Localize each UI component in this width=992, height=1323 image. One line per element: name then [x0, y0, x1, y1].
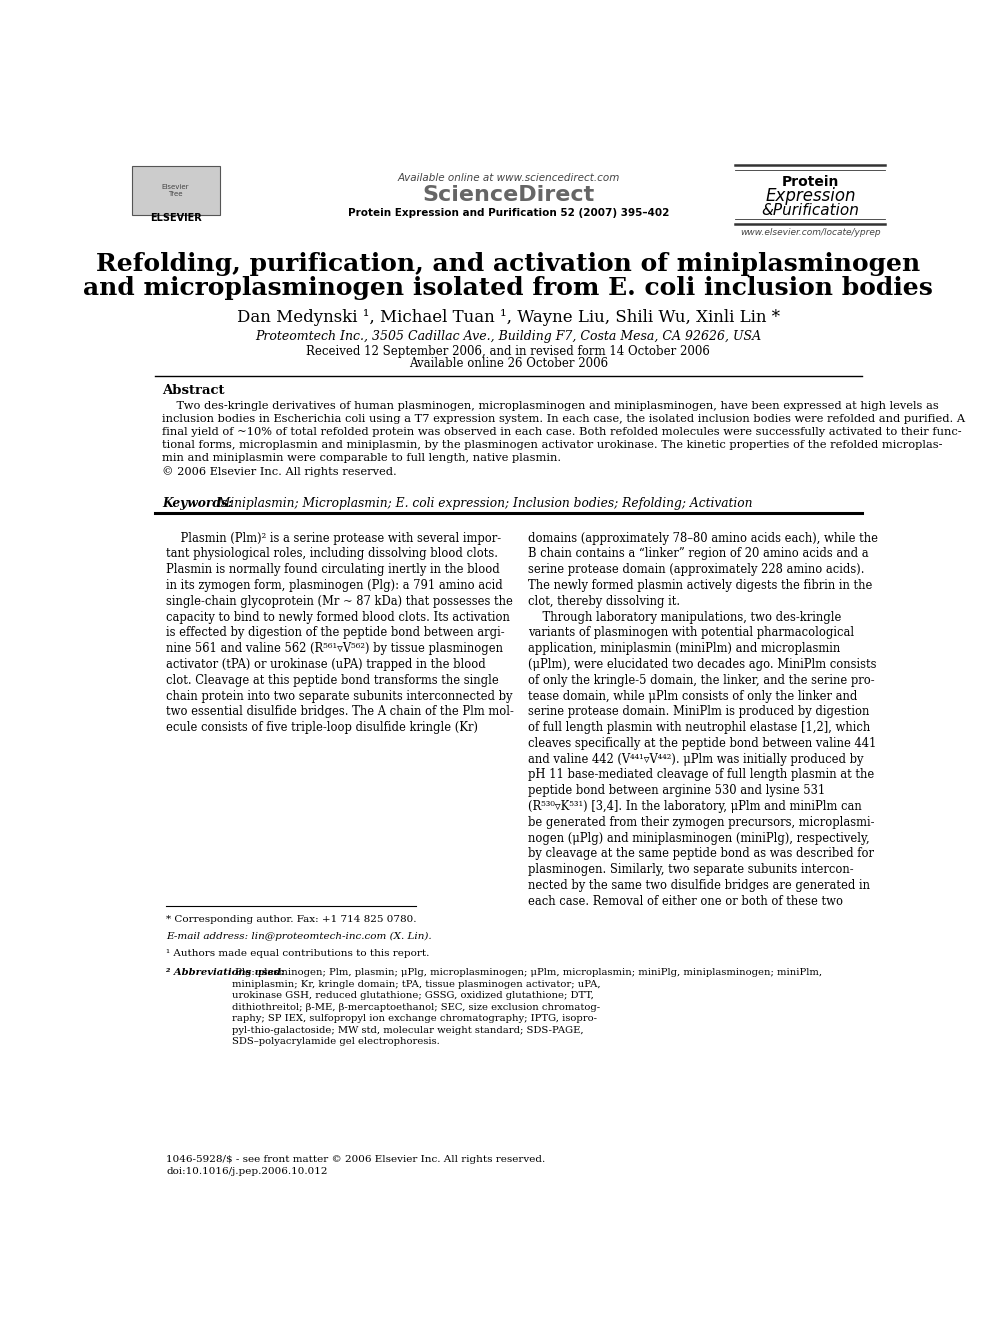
Text: variants of plasminogen with potential pharmacological: variants of plasminogen with potential p… — [528, 626, 854, 639]
Text: E-mail address: lin@proteomtech-inc.com (X. Lin).: E-mail address: lin@proteomtech-inc.com … — [167, 931, 432, 941]
Text: Miniplasmin; Microplasmin; E. coli expression; Inclusion bodies; Refolding; Acti: Miniplasmin; Microplasmin; E. coli expre… — [210, 497, 753, 509]
Text: doi:10.1016/j.pep.2006.10.012: doi:10.1016/j.pep.2006.10.012 — [167, 1167, 327, 1176]
Text: serine protease domain. MiniPlm is produced by digestion: serine protease domain. MiniPlm is produ… — [528, 705, 869, 718]
Text: is effected by digestion of the peptide bond between argi-: is effected by digestion of the peptide … — [167, 626, 505, 639]
Text: tease domain, while μPlm consists of only the linker and: tease domain, while μPlm consists of onl… — [528, 689, 857, 703]
Text: ELSEVIER: ELSEVIER — [150, 213, 201, 222]
Text: tant physiological roles, including dissolving blood clots.: tant physiological roles, including diss… — [167, 548, 498, 561]
Text: www.elsevier.com/locate/yprep: www.elsevier.com/locate/yprep — [740, 228, 881, 237]
Text: Dan Medynski ¹, Michael Tuan ¹, Wayne Liu, Shili Wu, Xinli Lin *: Dan Medynski ¹, Michael Tuan ¹, Wayne Li… — [237, 310, 780, 327]
Text: Protein Expression and Purification 52 (2007) 395–402: Protein Expression and Purification 52 (… — [348, 208, 669, 218]
Text: Available online 26 October 2006: Available online 26 October 2006 — [409, 357, 608, 370]
Text: nine 561 and valine 562 (R⁵⁶¹▿V⁵⁶²) by tissue plasminogen: nine 561 and valine 562 (R⁵⁶¹▿V⁵⁶²) by t… — [167, 642, 503, 655]
Text: Plasmin is normally found circulating inertly in the blood: Plasmin is normally found circulating in… — [167, 564, 500, 577]
Text: clot, thereby dissolving it.: clot, thereby dissolving it. — [528, 595, 680, 607]
Text: single-chain glycoprotein (Mr ~ 87 kDa) that possesses the: single-chain glycoprotein (Mr ~ 87 kDa) … — [167, 595, 513, 607]
Text: application, miniplasmin (miniPlm) and microplasmin: application, miniplasmin (miniPlm) and m… — [528, 642, 840, 655]
Text: clot. Cleavage at this peptide bond transforms the single: clot. Cleavage at this peptide bond tran… — [167, 673, 499, 687]
Text: &Purification: &Purification — [762, 204, 859, 218]
Text: Plg: plasminogen; Plm, plasmin; μPlg, microplasminogen; μPlm, microplasmin; mini: Plg: plasminogen; Plm, plasmin; μPlg, mi… — [231, 968, 821, 1046]
Text: B chain contains a “linker” region of 20 amino acids and a: B chain contains a “linker” region of 20… — [528, 548, 868, 561]
Text: plasminogen. Similarly, two separate subunits intercon-: plasminogen. Similarly, two separate sub… — [528, 863, 853, 876]
Text: of full length plasmin with neutrophil elastase [1,2], which: of full length plasmin with neutrophil e… — [528, 721, 870, 734]
Text: serine protease domain (approximately 228 amino acids).: serine protease domain (approximately 22… — [528, 564, 864, 577]
Text: nogen (μPlg) and miniplasminogen (miniPlg), respectively,: nogen (μPlg) and miniplasminogen (miniPl… — [528, 832, 869, 844]
Text: ¹ Authors made equal contributions to this report.: ¹ Authors made equal contributions to th… — [167, 950, 430, 958]
Text: cleaves specifically at the peptide bond between valine 441: cleaves specifically at the peptide bond… — [528, 737, 876, 750]
Text: Abstract: Abstract — [163, 384, 225, 397]
Text: of only the kringle-5 domain, the linker, and the serine pro-: of only the kringle-5 domain, the linker… — [528, 673, 874, 687]
Text: be generated from their zymogen precursors, microplasmi-: be generated from their zymogen precurso… — [528, 816, 874, 828]
Text: each case. Removal of either one or both of these two: each case. Removal of either one or both… — [528, 894, 842, 908]
Text: two essential disulfide bridges. The A chain of the Plm mol-: two essential disulfide bridges. The A c… — [167, 705, 514, 718]
Bar — [132, 165, 220, 214]
Text: domains (approximately 78–80 amino acids each), while the: domains (approximately 78–80 amino acids… — [528, 532, 878, 545]
Text: Available online at www.sciencedirect.com: Available online at www.sciencedirect.co… — [397, 173, 620, 183]
Text: Through laboratory manipulations, two des-kringle: Through laboratory manipulations, two de… — [528, 610, 841, 623]
Text: ScienceDirect: ScienceDirect — [423, 185, 594, 205]
Text: and microplasminogen isolated from E. coli inclusion bodies: and microplasminogen isolated from E. co… — [83, 277, 933, 300]
Text: Keywords:: Keywords: — [163, 497, 233, 509]
Text: pH 11 base-mediated cleavage of full length plasmin at the: pH 11 base-mediated cleavage of full len… — [528, 769, 874, 782]
Text: in its zymogen form, plasminogen (Plg): a 791 amino acid: in its zymogen form, plasminogen (Plg): … — [167, 579, 503, 591]
Text: and valine 442 (V⁴⁴¹▿V⁴⁴²). μPlm was initially produced by: and valine 442 (V⁴⁴¹▿V⁴⁴²). μPlm was ini… — [528, 753, 863, 766]
Text: Two des-kringle derivatives of human plasminogen, microplasminogen and miniplasm: Two des-kringle derivatives of human pla… — [163, 401, 965, 478]
Text: Refolding, purification, and activation of miniplasminogen: Refolding, purification, and activation … — [96, 251, 921, 275]
Text: (R⁵³⁰▿K⁵³¹) [3,4]. In the laboratory, μPlm and miniPlm can: (R⁵³⁰▿K⁵³¹) [3,4]. In the laboratory, μP… — [528, 800, 861, 814]
Text: Proteomtech Inc., 3505 Cadillac Ave., Building F7, Costa Mesa, CA 92626, USA: Proteomtech Inc., 3505 Cadillac Ave., Bu… — [255, 329, 762, 343]
Text: 1046-5928/$ - see front matter © 2006 Elsevier Inc. All rights reserved.: 1046-5928/$ - see front matter © 2006 El… — [167, 1155, 546, 1164]
Text: ecule consists of five triple-loop disulfide kringle (Kr): ecule consists of five triple-loop disul… — [167, 721, 478, 734]
Text: chain protein into two separate subunits interconnected by: chain protein into two separate subunits… — [167, 689, 513, 703]
Text: capacity to bind to newly formed blood clots. Its activation: capacity to bind to newly formed blood c… — [167, 610, 510, 623]
Text: nected by the same two disulfide bridges are generated in: nected by the same two disulfide bridges… — [528, 878, 870, 892]
Text: Protein: Protein — [782, 175, 839, 189]
Text: The newly formed plasmin actively digests the fibrin in the: The newly formed plasmin actively digest… — [528, 579, 872, 591]
Text: activator (tPA) or urokinase (uPA) trapped in the blood: activator (tPA) or urokinase (uPA) trapp… — [167, 658, 486, 671]
Text: Plasmin (Plm)² is a serine protease with several impor-: Plasmin (Plm)² is a serine protease with… — [167, 532, 501, 545]
Text: peptide bond between arginine 530 and lysine 531: peptide bond between arginine 530 and ly… — [528, 785, 825, 798]
Text: Received 12 September 2006, and in revised form 14 October 2006: Received 12 September 2006, and in revis… — [307, 345, 710, 357]
Text: ² Abbreviations used:: ² Abbreviations used: — [167, 968, 285, 978]
Text: (μPlm), were elucidated two decades ago. MiniPlm consists: (μPlm), were elucidated two decades ago.… — [528, 658, 876, 671]
Text: Expression: Expression — [765, 188, 856, 205]
Text: Elsevier
Tree: Elsevier Tree — [162, 184, 189, 197]
Text: by cleavage at the same peptide bond as was described for: by cleavage at the same peptide bond as … — [528, 848, 874, 860]
Text: * Corresponding author. Fax: +1 714 825 0780.: * Corresponding author. Fax: +1 714 825 … — [167, 914, 417, 923]
